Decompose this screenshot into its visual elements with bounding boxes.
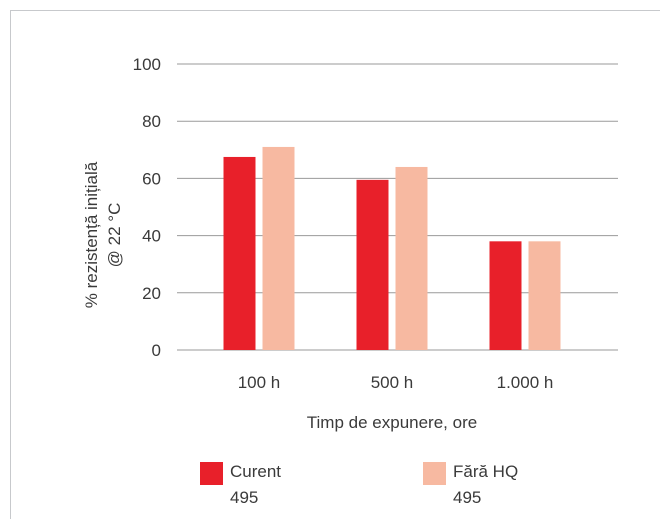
bar-curent — [489, 241, 522, 350]
legend-label-fara-hq: Fără HQ — [453, 462, 519, 481]
x-axis-ticks: 100 h 500 h 1.000 h — [238, 373, 554, 392]
bar-curent — [356, 179, 389, 350]
legend-swatch-fara-hq — [423, 462, 446, 485]
bars — [223, 146, 561, 350]
x-tick-label: 1.000 h — [497, 373, 554, 392]
y-axis-ticks: 0 20 40 60 80 100 — [133, 55, 161, 360]
legend-code-fara-hq: 495 — [453, 488, 482, 507]
y-tick-label: 20 — [142, 284, 161, 303]
legend-label-curent: Curent — [230, 462, 282, 481]
chart-frame — [10, 10, 660, 519]
x-axis-label: Timp de expunere, ore — [307, 413, 477, 432]
bar-fara-hq — [395, 166, 428, 350]
x-tick-label: 100 h — [238, 373, 281, 392]
y-tick-label: 100 — [133, 55, 161, 74]
x-tick-label: 500 h — [371, 373, 414, 392]
y-axis-label-line2: @ 22 °C — [105, 203, 124, 268]
bar-fara-hq — [528, 241, 561, 350]
y-tick-label: 60 — [142, 169, 161, 188]
y-tick-label: 40 — [142, 227, 161, 246]
legend-code-curent: 495 — [230, 488, 259, 507]
legend-swatch-curent — [200, 462, 223, 485]
bar-curent — [223, 156, 256, 350]
y-tick-label: 80 — [142, 112, 161, 131]
y-tick-label: 0 — [152, 341, 161, 360]
y-axis-label-line1: % rezistență inițială — [82, 161, 101, 308]
bar-fara-hq — [262, 146, 295, 350]
